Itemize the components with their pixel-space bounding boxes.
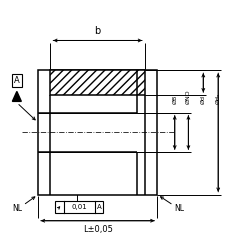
Text: 0,01: 0,01 xyxy=(72,204,87,210)
Text: ØND: ØND xyxy=(186,89,191,104)
Bar xyxy=(50,70,145,95)
Bar xyxy=(56,201,103,213)
Text: b: b xyxy=(94,26,101,36)
Text: L±0,05: L±0,05 xyxy=(83,225,112,234)
Text: A: A xyxy=(14,76,20,85)
Bar xyxy=(50,70,145,95)
Text: ØB: ØB xyxy=(172,94,177,104)
Text: A: A xyxy=(96,204,101,210)
Polygon shape xyxy=(12,92,21,102)
Text: Ød: Ød xyxy=(201,95,206,104)
Text: NL: NL xyxy=(175,204,185,213)
Text: NL: NL xyxy=(12,204,22,213)
Text: Ødₐ: Ødₐ xyxy=(216,92,221,104)
Bar xyxy=(38,70,157,194)
